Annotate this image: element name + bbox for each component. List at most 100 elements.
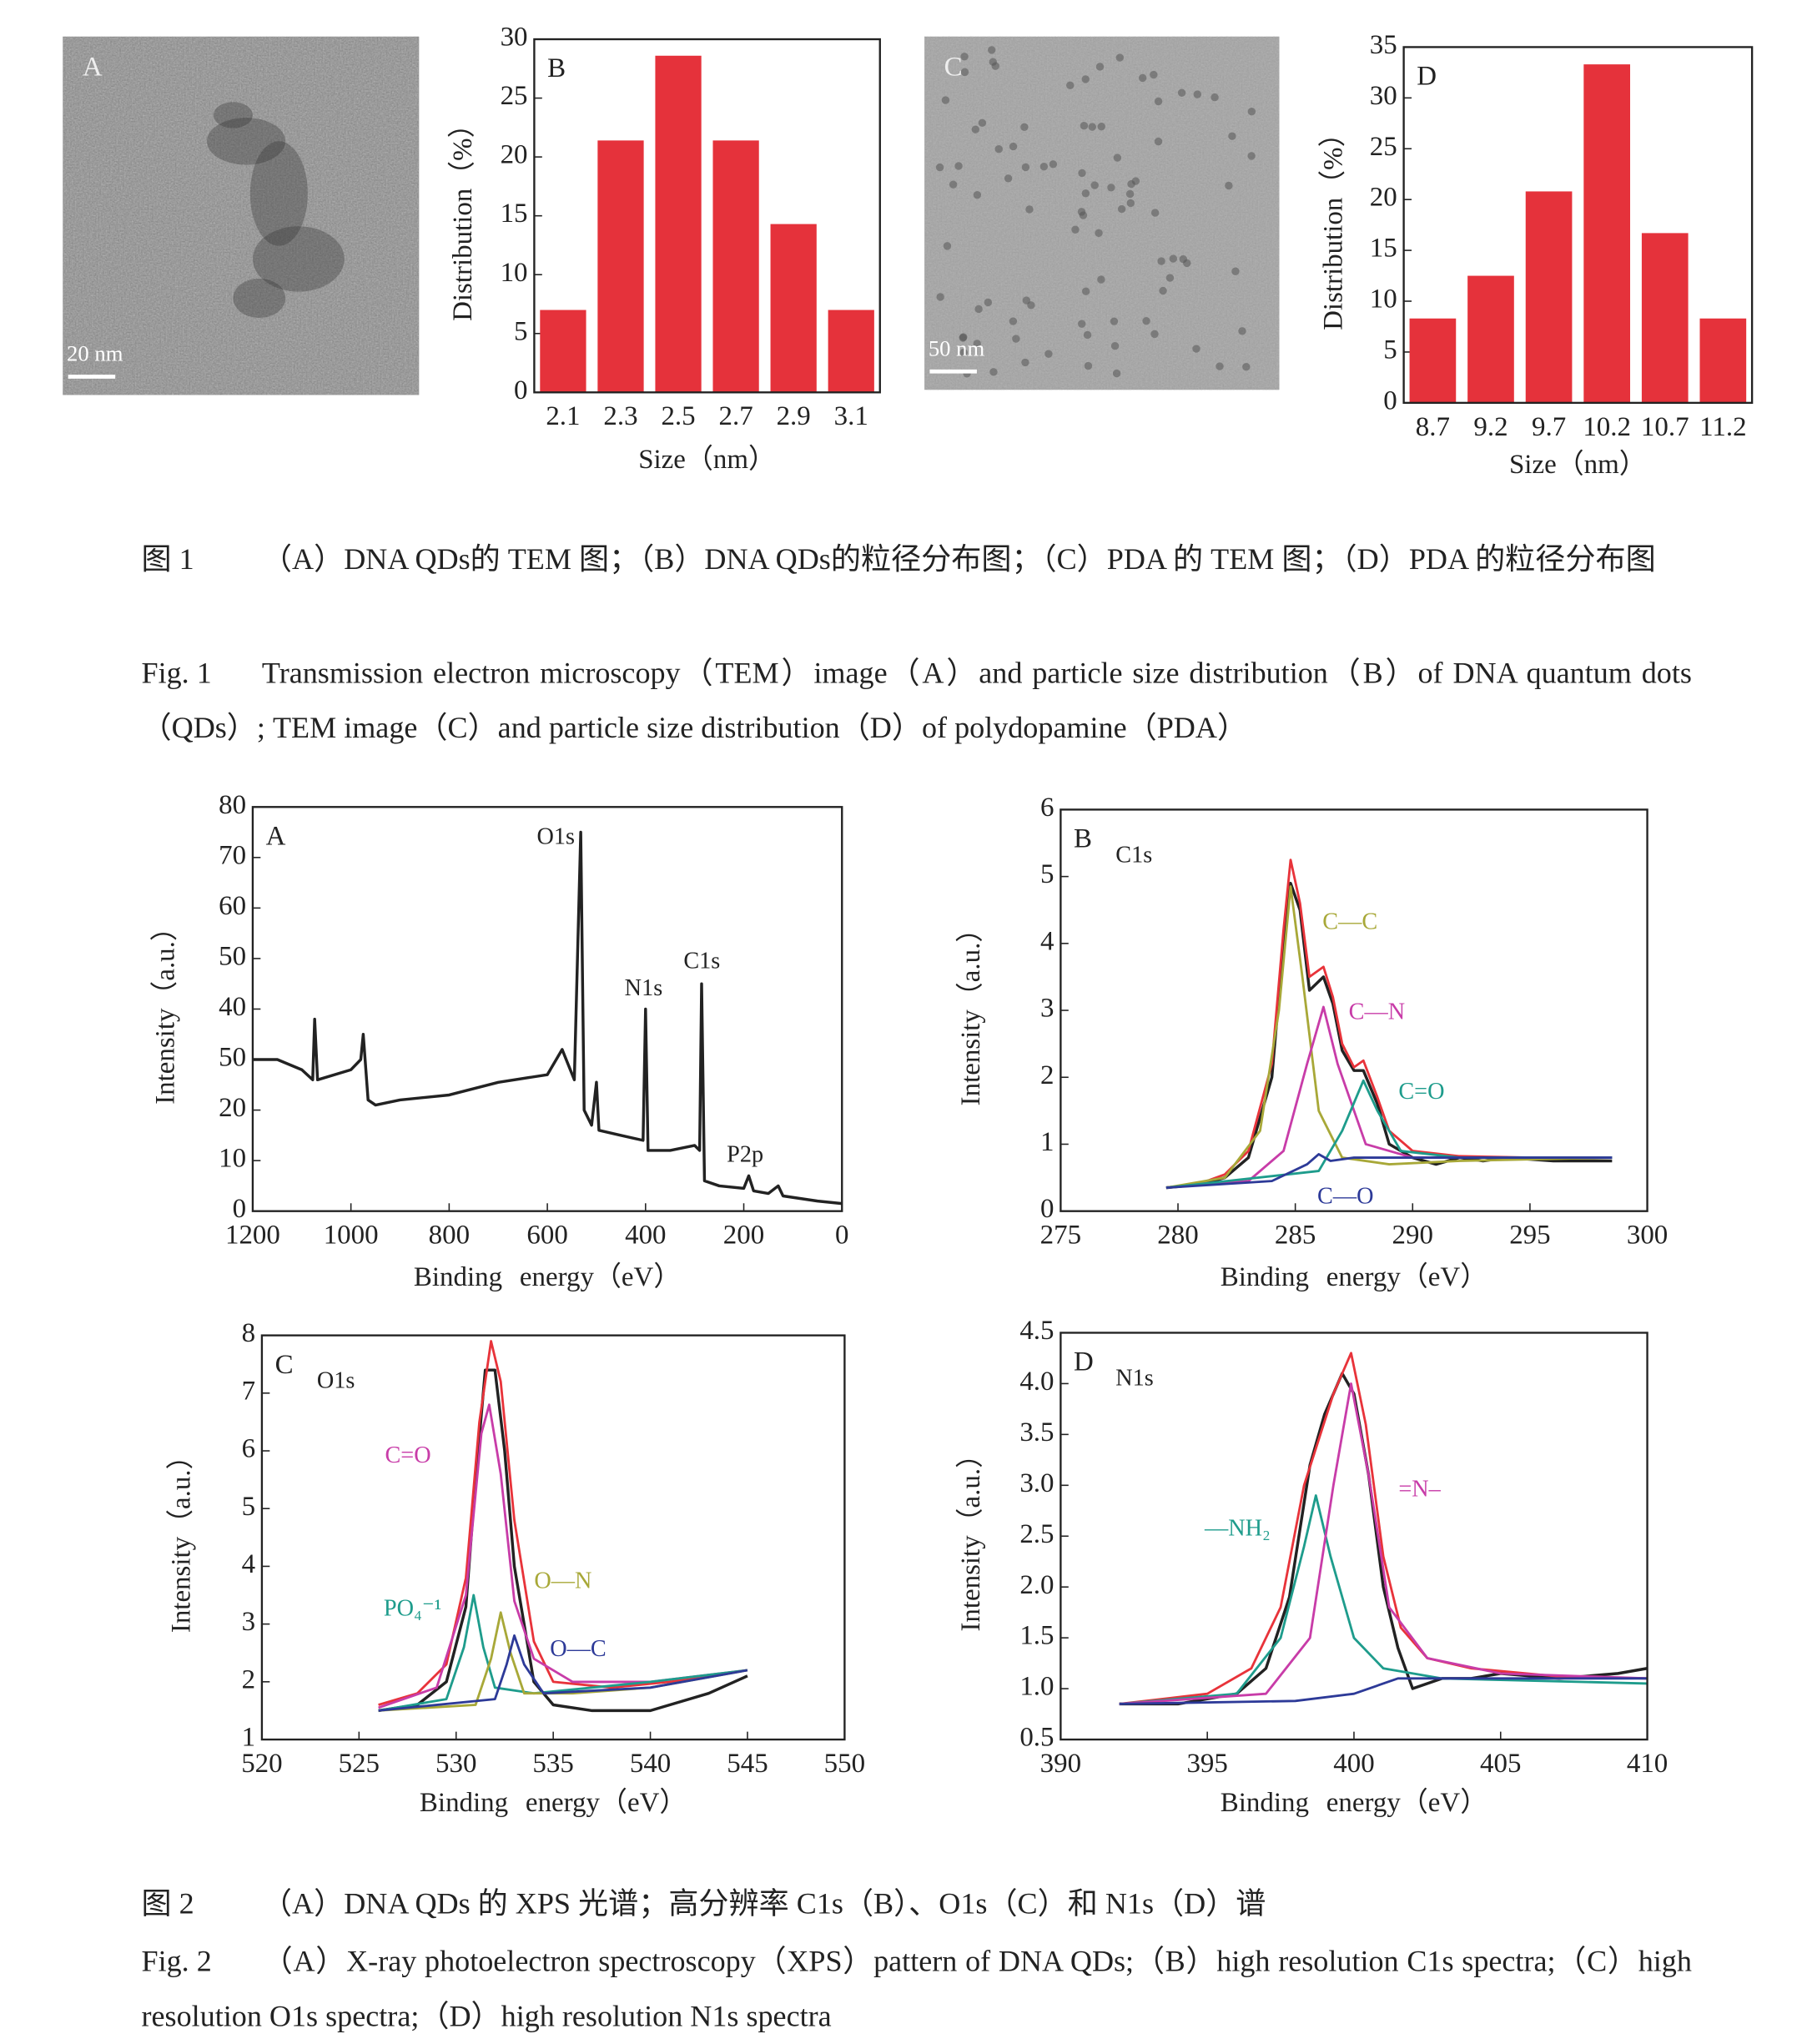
particle [1004, 174, 1013, 183]
y-tick-label: 5 [1383, 335, 1397, 365]
particle [1165, 274, 1175, 282]
y-tick-label: 25 [501, 81, 528, 111]
peak-label: C1s [683, 948, 720, 974]
particle [1142, 316, 1150, 325]
y-tick-label: 30 [1370, 81, 1397, 111]
bar [770, 224, 817, 393]
series-label: —NH₂ [1204, 1516, 1271, 1542]
y-tick-label: 0 [514, 375, 527, 405]
bar [1525, 191, 1573, 403]
bar [1641, 233, 1689, 403]
y-tick-label: 2 [1040, 1060, 1054, 1090]
bar [1583, 64, 1630, 403]
particle [1216, 362, 1224, 370]
y-tick-label: 15 [501, 199, 528, 229]
particle [941, 96, 950, 104]
particle [1242, 362, 1251, 371]
particle [989, 58, 997, 66]
particle [960, 68, 969, 77]
particle [1009, 317, 1018, 325]
y-tick-label: 80 [219, 790, 246, 820]
caption-text: （A）X-ray photoelectron spectroscopy（XPS）… [141, 1945, 1692, 2033]
y-tick-label: 50 [219, 1043, 246, 1073]
caption-text: Transmission electron microscopy（TEM）ima… [141, 656, 1692, 745]
particle [1080, 122, 1089, 130]
spectrum-line [1165, 1153, 1613, 1190]
x-tick-label: 3.1 [834, 401, 868, 431]
particle [1238, 327, 1246, 335]
particle [973, 340, 981, 348]
particle [1110, 317, 1119, 325]
y-tick-label: 1 [1040, 1127, 1054, 1157]
spectrum-line [378, 1340, 748, 1706]
plot-frame [1060, 808, 1648, 1212]
caption-label: 图 1 [141, 542, 194, 576]
y-tick-label: 4.5 [1019, 1316, 1054, 1346]
particle [960, 53, 969, 61]
bar [828, 310, 874, 393]
particle [1039, 162, 1049, 171]
x-tick-label: 525 [339, 1749, 380, 1779]
particle [1150, 330, 1159, 339]
particle [1225, 181, 1233, 190]
tem-grain [924, 36, 1280, 390]
scale-bar-label: 20 nm [67, 341, 123, 366]
x-axis-label: Binding energy（eV） [1221, 1788, 1487, 1818]
bar [655, 55, 702, 393]
particle [1228, 132, 1236, 140]
y-tick-label: 5 [242, 1492, 255, 1522]
particle [935, 163, 944, 172]
y-axis-label: Intensity（a.u.） [166, 1442, 196, 1634]
y-tick-label: 25 [1370, 132, 1397, 162]
particle [1071, 225, 1080, 234]
inset-label: N1s [1115, 1365, 1154, 1391]
particle [949, 180, 958, 189]
particle [1211, 93, 1219, 102]
particle [1177, 88, 1186, 97]
particle [1138, 73, 1147, 83]
y-tick-label: 20 [501, 140, 528, 170]
particle [1159, 286, 1167, 295]
y-tick-label: 3.5 [1019, 1417, 1054, 1447]
particle [1107, 184, 1115, 192]
particle [1025, 205, 1034, 214]
particle [959, 334, 967, 342]
peak-label: N1s [625, 975, 663, 1001]
x-tick-label: 9.2 [1473, 412, 1508, 442]
particle [984, 298, 993, 307]
particle [1084, 361, 1093, 370]
series-label: O—C [550, 1636, 606, 1662]
image-label: A [83, 53, 103, 83]
particle [1115, 53, 1125, 62]
panel-label: C [275, 1350, 294, 1380]
y-axis-label: Intensity（a.u.） [956, 915, 986, 1106]
particle [1131, 177, 1140, 185]
particle [1081, 189, 1090, 198]
spectrum-line [378, 1634, 748, 1712]
x-tick-label: 390 [1040, 1749, 1081, 1779]
particle [1231, 267, 1240, 275]
x-tick-label: 2.9 [777, 401, 811, 431]
particle-cluster [206, 118, 286, 165]
bar [1699, 318, 1747, 403]
x-tick-label: 535 [532, 1749, 573, 1779]
y-tick-label: 70 [219, 840, 246, 870]
peak-label: O1s [537, 823, 576, 849]
series-label: O—N [534, 1568, 591, 1593]
y-tick-label: 0 [1383, 385, 1397, 415]
spectrum-line [1119, 1494, 1648, 1705]
x-tick-label: 800 [429, 1221, 470, 1251]
particle [1022, 296, 1031, 305]
particle [1020, 123, 1029, 132]
particle [1044, 350, 1053, 358]
x-tick-label: 2.3 [603, 401, 637, 431]
x-tick-label: 290 [1392, 1221, 1433, 1251]
y-tick-label: 3 [242, 1607, 255, 1637]
particle [1021, 163, 1030, 172]
x-tick-label: 8.7 [1416, 412, 1450, 442]
particle [1095, 229, 1103, 238]
x-tick-label: 400 [1333, 1749, 1374, 1779]
particle [1083, 330, 1092, 340]
